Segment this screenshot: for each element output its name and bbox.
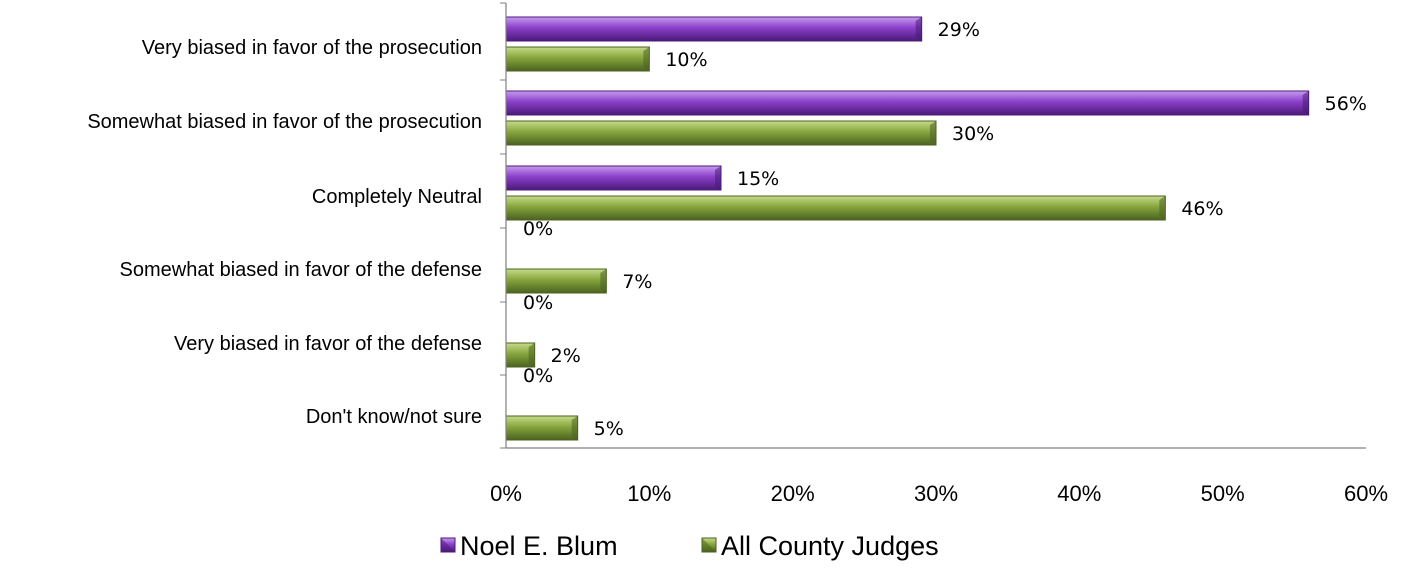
data-label-noel-e-blum-2: 15% [737,168,779,190]
x-tick-label-1: 10% [627,481,671,506]
legend: Noel E. Blum All County Judges [440,531,939,561]
bar-all-county-judges-1 [505,120,937,146]
legend-label-0: Noel E. Blum [460,531,618,561]
data-label-noel-e-blum-3: 0% [523,218,553,240]
category-label-3: Somewhat biased in favor of the defense [120,259,482,281]
bar-cap-noel-e-blum-0 [915,17,922,41]
data-label-all-county-judges-4: 2% [551,345,581,367]
x-tick-label-4: 40% [1057,481,1101,506]
bar-cap-all-county-judges-3 [600,269,607,293]
data-label-all-county-judges-1: 30% [952,123,994,145]
category-label-1: Somewhat biased in favor of the prosecut… [87,111,482,133]
bar-cap-all-county-judges-1 [930,121,936,145]
x-tick-label-3: 30% [914,481,958,506]
category-label-0: Very biased in favor of the prosecution [142,37,482,59]
data-label-all-county-judges-2: 46% [1181,198,1223,220]
bar-noel-e-blum-0 [505,16,923,42]
legend-swatch-shade-1 [702,538,716,552]
bar-all-county-judges-2 [505,195,1166,221]
bar-cap-noel-e-blum-1 [1302,91,1309,115]
category-label-4: Very biased in favor of the defense [174,333,482,355]
bar-cap-all-county-judges-5 [571,416,578,440]
data-label-noel-e-blum-0: 29% [938,19,980,41]
bar-cap-all-county-judges-4 [528,343,535,367]
data-label-all-county-judges-3: 7% [622,271,652,293]
data-label-noel-e-blum-1: 56% [1325,93,1367,115]
category-label-5: Don't know/not sure [306,406,482,428]
data-label-noel-e-blum-4: 0% [523,292,553,314]
bar-noel-e-blum-1 [505,90,1310,116]
data-label-all-county-judges-0: 10% [665,49,707,71]
bar-all-county-judges-5 [505,415,579,441]
data-label-all-county-judges-5: 5% [594,418,624,440]
bar-cap-noel-e-blum-2 [715,166,721,190]
labels-layer: 29% 10% Very biased in favor of the prosec… [87,19,1388,506]
axes-layer [500,2,1366,449]
data-label-noel-e-blum-5: 0% [523,365,553,387]
bar-all-county-judges-0 [505,46,650,72]
x-tick-label-5: 50% [1201,481,1245,506]
bars-layer [505,16,1310,441]
bar-all-county-judges-3 [505,268,607,294]
x-tick-label-0: 0% [490,481,522,506]
bar-cap-all-county-judges-0 [643,47,650,71]
legend-swatch-shade-0 [441,538,455,552]
x-tick-label-6: 60% [1344,481,1388,506]
legend-label-1: All County Judges [721,531,939,561]
bar-noel-e-blum-2 [505,165,722,191]
bar-cap-all-county-judges-2 [1159,196,1166,220]
x-tick-label-2: 20% [771,481,815,506]
category-label-2: Completely Neutral [312,186,482,208]
